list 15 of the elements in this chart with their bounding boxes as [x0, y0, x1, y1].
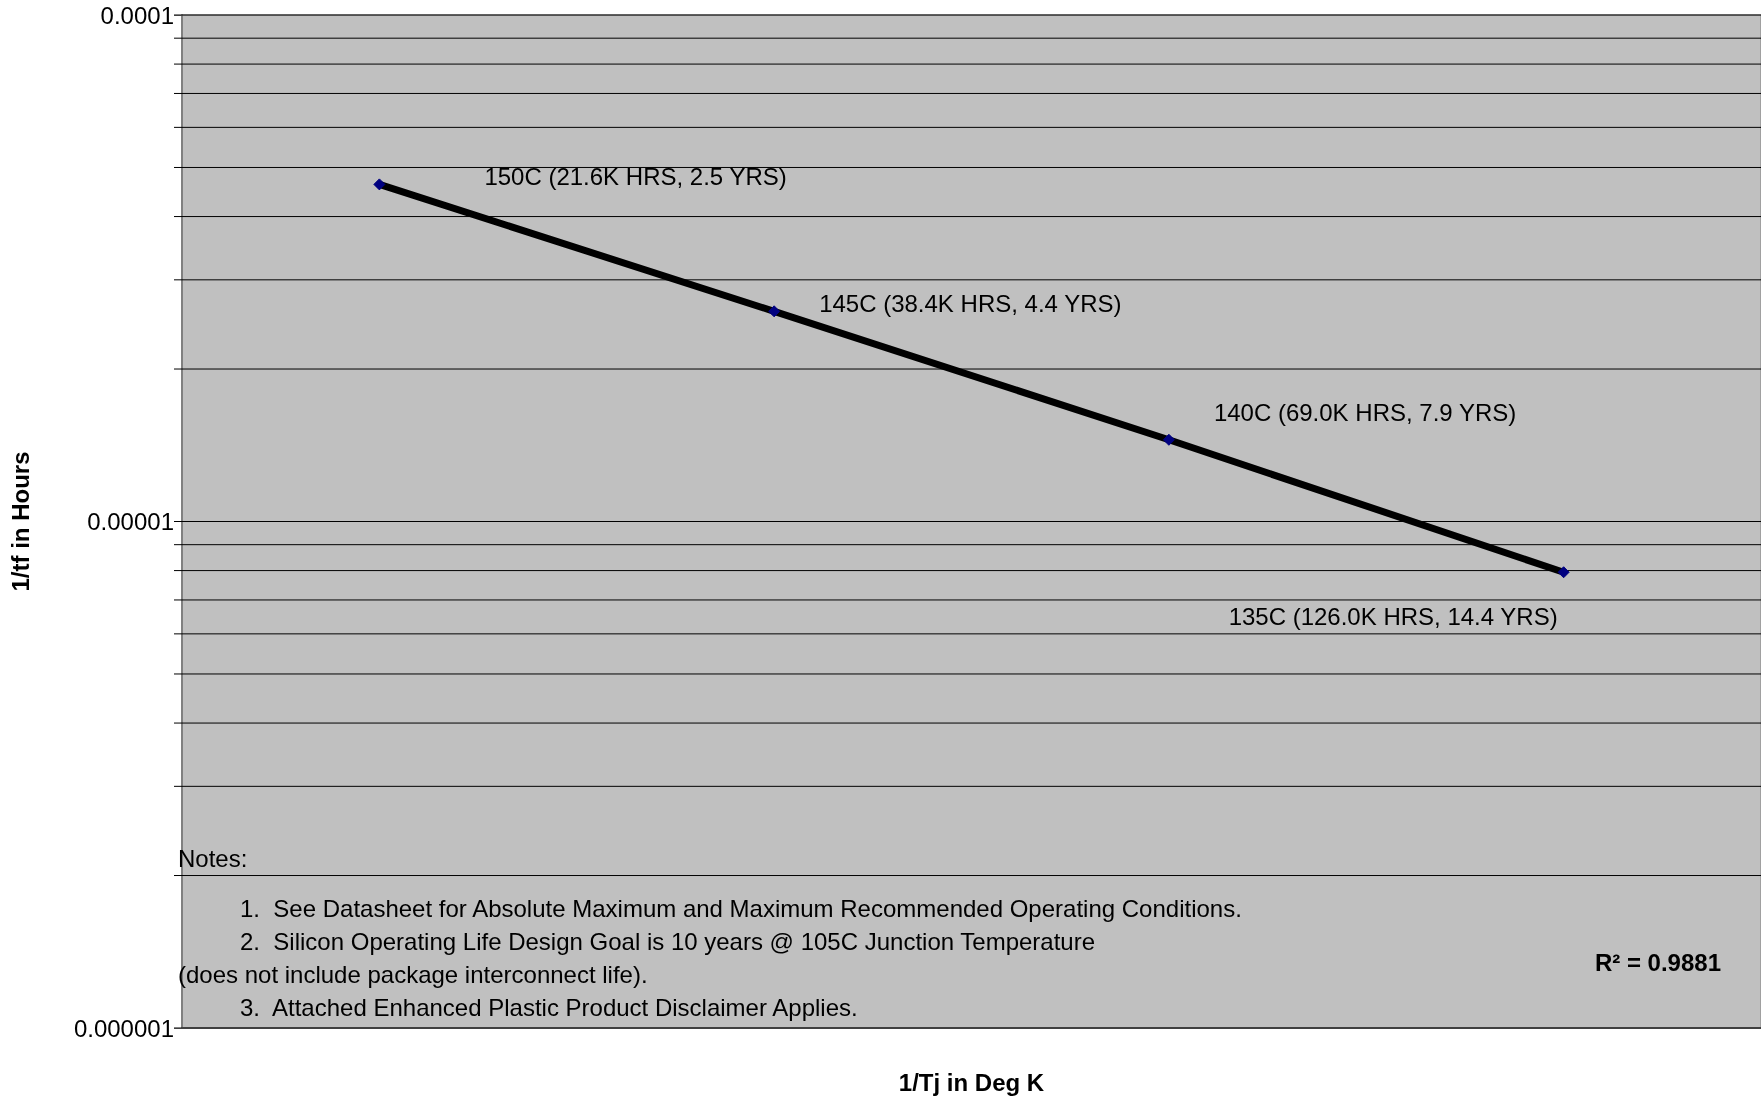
annotation: 135C (126.0K HRS, 14.4 YRS)	[1228, 602, 1558, 630]
y-tick-label: 0.0001	[100, 1, 174, 29]
y-tick-label: 0.00001	[87, 508, 174, 535]
y-tick-label: 0.000001	[73, 1014, 174, 1042]
annotation: 1. See Datasheet for Absolute Maximum and Maximum Recommended Operating Conditions.	[240, 894, 1242, 922]
annotation: 150C (21.6K HRS, 2.5 YRS)	[484, 162, 787, 190]
annotation: (does not include package interconnect life).	[178, 960, 648, 988]
annotation: Notes:	[178, 844, 248, 872]
annotation: R² = 0.9881	[1594, 948, 1721, 976]
annotation: 2. Silicon Operating Life Design Goal is 10 years @ 105C Junction Temperature	[240, 927, 1096, 955]
annotation: 140C (69.0K HRS, 7.9 YRS)	[1213, 399, 1517, 427]
y-axis-title: 1/tf in Hours	[6, 451, 34, 592]
annotation: 145C (38.4K HRS, 4.4 YRS)	[819, 289, 1122, 317]
x-axis-title: 1/Tj in Deg K	[898, 1068, 1045, 1096]
annotation: 3. Attached Enhanced Plastic Product Disclaimer Applies.	[240, 993, 858, 1021]
